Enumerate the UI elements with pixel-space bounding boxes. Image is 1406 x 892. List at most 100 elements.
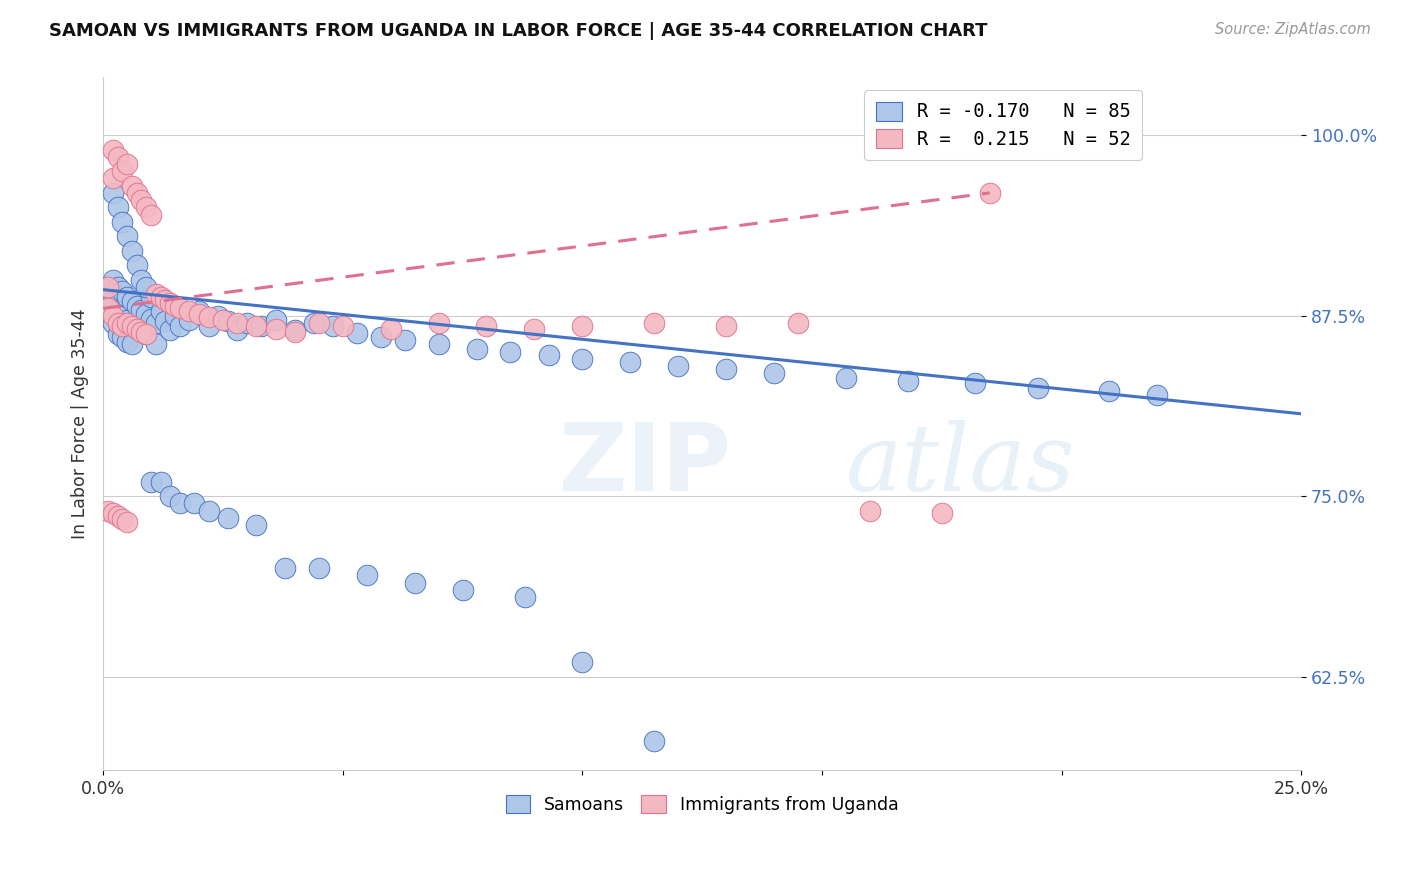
Point [131,302,153,317]
Point [169,496,191,510]
Point [714,318,737,333]
Point [107,316,129,330]
Point [571,351,593,366]
Point [163,299,186,313]
Point [125,299,148,313]
Point [121,318,143,333]
Point [139,475,162,489]
Text: ZIP: ZIP [558,419,731,511]
Point [236,316,259,330]
Point [1026,381,1049,395]
Point [714,362,737,376]
Point [179,313,201,327]
Point [115,229,138,244]
Point [97,279,120,293]
Point [101,143,124,157]
Point [111,330,134,344]
Point [169,318,191,333]
Point [465,342,488,356]
Point [217,510,239,524]
Point [284,323,307,337]
Point [931,507,953,521]
Point [523,321,546,335]
Point [188,304,211,318]
Point [159,295,181,310]
Text: Source: ZipAtlas.com: Source: ZipAtlas.com [1215,22,1371,37]
Point [111,309,134,323]
Point [135,327,157,342]
Point [245,318,267,333]
Point [111,512,134,526]
Point [107,200,129,214]
Text: SAMOAN VS IMMIGRANTS FROM UGANDA IN LABOR FORCE | AGE 35-44 CORRELATION CHART: SAMOAN VS IMMIGRANTS FROM UGANDA IN LABO… [49,22,987,40]
Point [121,294,143,309]
Point [139,311,162,326]
Point [226,316,249,330]
Point [149,475,172,489]
Text: atlas: atlas [846,420,1076,510]
Point [643,316,665,330]
Point [169,301,191,316]
Point [264,321,287,335]
Point [111,215,134,229]
Point [101,507,124,521]
Point [571,318,593,333]
Point [250,318,273,333]
Point [101,309,124,323]
Point [107,327,129,342]
Point [111,284,134,298]
Point [115,157,138,171]
Point [139,208,162,222]
Point [155,314,177,328]
Point [97,301,120,316]
Point [322,318,344,333]
Point [135,327,157,342]
Point [115,316,138,330]
Point [979,186,1001,200]
Point [666,359,689,373]
Point [346,326,368,340]
Point [965,376,987,391]
Point [499,344,522,359]
Point [97,301,120,316]
Point [451,582,474,597]
Point [125,258,148,272]
Point [111,164,134,178]
Point [197,503,219,517]
Point [135,307,157,321]
Point [121,244,143,258]
Point [131,325,153,339]
Point [308,561,330,575]
Point [264,313,287,327]
Point [115,290,138,304]
Point [107,150,129,164]
Point [121,337,143,351]
Point [121,316,143,330]
Point [149,290,172,304]
Point [571,655,593,669]
Point [537,348,560,362]
Point [274,561,297,575]
Point [145,337,167,351]
Point [131,323,153,337]
Point [226,323,249,337]
Point [332,318,354,333]
Point [183,496,205,510]
Point [107,304,129,318]
Point [787,316,810,330]
Point [121,178,143,193]
Point [308,316,330,330]
Legend: Samoans, Immigrants from Uganda: Samoans, Immigrants from Uganda [495,784,908,824]
Point [115,334,138,349]
Point [356,568,378,582]
Point [135,279,157,293]
Point [149,304,172,318]
Point [475,318,498,333]
Point [179,304,201,318]
Point [135,200,157,214]
Point [245,517,267,532]
Point [125,318,148,333]
Point [212,313,235,327]
Point [101,171,124,186]
Point [513,590,536,604]
